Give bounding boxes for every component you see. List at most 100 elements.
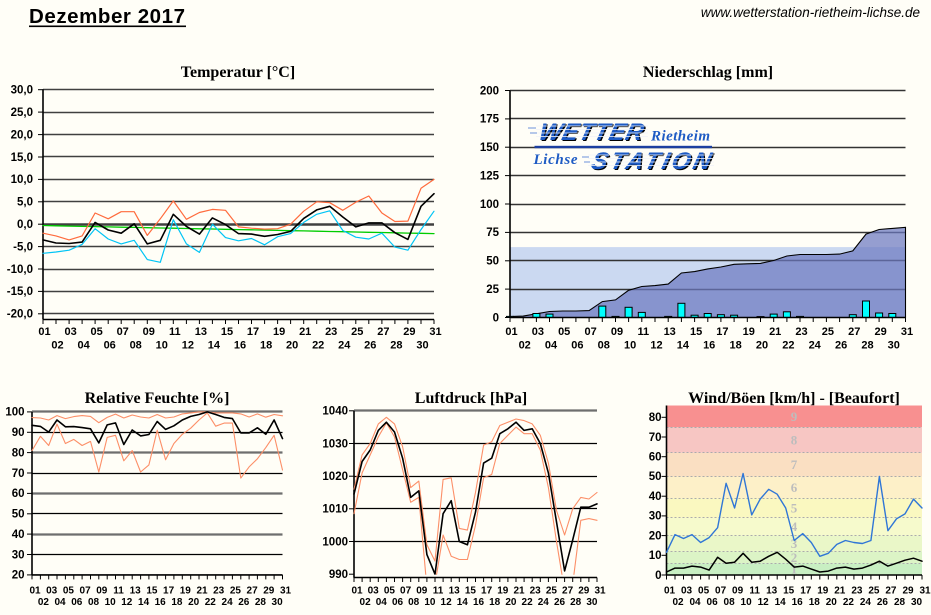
svg-text:16: 16 (234, 340, 246, 352)
svg-text:80: 80 (649, 412, 662, 424)
svg-text:25: 25 (546, 586, 558, 597)
svg-text:22: 22 (312, 340, 324, 352)
svg-text:15: 15 (783, 586, 795, 597)
svg-text:10: 10 (649, 550, 662, 562)
svg-text:27: 27 (377, 326, 389, 338)
svg-text:08: 08 (724, 597, 736, 608)
svg-text:09: 09 (143, 326, 155, 338)
svg-text:25: 25 (822, 326, 834, 338)
svg-text:27: 27 (848, 326, 860, 338)
svg-text:31: 31 (594, 586, 606, 597)
svg-text:07: 07 (584, 326, 596, 338)
svg-text:02: 02 (38, 597, 50, 608)
svg-text:07: 07 (400, 586, 412, 597)
svg-text:11: 11 (749, 586, 760, 597)
svg-text:01: 01 (505, 326, 517, 338)
svg-text:-20,0: -20,0 (7, 309, 33, 321)
svg-text:04: 04 (545, 340, 558, 352)
svg-text:30,0: 30,0 (11, 85, 33, 97)
svg-text:1040: 1040 (322, 406, 348, 418)
svg-text:20: 20 (649, 530, 662, 542)
svg-text:19: 19 (817, 586, 829, 597)
svg-text:15: 15 (221, 326, 233, 338)
svg-text:26: 26 (238, 597, 250, 608)
svg-text:15: 15 (146, 586, 158, 597)
svg-text:07: 07 (715, 586, 727, 597)
svg-text:22: 22 (522, 597, 534, 608)
svg-text:09: 09 (416, 586, 428, 597)
svg-text:10: 10 (624, 340, 636, 352)
svg-text:27: 27 (562, 586, 574, 597)
svg-text:Relative Feuchte [%]: Relative Feuchte [%] (85, 390, 230, 407)
svg-text:02: 02 (51, 340, 63, 352)
svg-text:18: 18 (260, 340, 272, 352)
svg-text:150: 150 (480, 142, 499, 154)
svg-text:23: 23 (213, 586, 225, 597)
svg-text:17: 17 (716, 326, 728, 338)
svg-text:16: 16 (703, 340, 715, 352)
svg-text:27: 27 (885, 586, 897, 597)
svg-text:22: 22 (843, 597, 855, 608)
svg-text:03: 03 (46, 586, 58, 597)
svg-text:30: 30 (649, 511, 662, 523)
svg-text:50: 50 (649, 471, 662, 483)
svg-text:08: 08 (88, 597, 100, 608)
svg-text:11: 11 (113, 586, 124, 597)
svg-text:16: 16 (155, 597, 167, 608)
svg-text:10: 10 (741, 597, 753, 608)
svg-text:21: 21 (299, 326, 311, 338)
svg-text:0: 0 (655, 570, 661, 582)
svg-text:1000: 1000 (322, 536, 348, 548)
svg-text:STATION: STATION (589, 148, 716, 175)
svg-text:12: 12 (182, 340, 194, 352)
svg-text:www.wetterstation-rietheim-lic: www.wetterstation-rietheim-lichse.de (701, 5, 920, 20)
svg-text:16: 16 (792, 597, 804, 608)
svg-text:14: 14 (775, 597, 787, 608)
svg-text:Lichse: Lichse (533, 152, 578, 168)
svg-text:2: 2 (791, 550, 798, 565)
svg-text:100: 100 (480, 199, 499, 211)
svg-text:24: 24 (538, 597, 550, 608)
svg-text:21: 21 (769, 326, 781, 338)
svg-text:20: 20 (505, 597, 517, 608)
svg-text:-5,0: -5,0 (13, 241, 33, 253)
svg-text:31: 31 (919, 586, 931, 597)
svg-text:12: 12 (650, 340, 662, 352)
svg-text:Rietheim: Rietheim (650, 129, 710, 145)
svg-text:11: 11 (637, 326, 649, 338)
svg-text:13: 13 (766, 586, 778, 597)
svg-text:29: 29 (578, 586, 590, 597)
svg-text:19: 19 (273, 326, 285, 338)
svg-text:200: 200 (480, 85, 499, 97)
svg-text:01: 01 (664, 586, 676, 597)
svg-text:23: 23 (795, 326, 807, 338)
svg-text:20,0: 20,0 (11, 129, 33, 141)
svg-text:06: 06 (392, 597, 404, 608)
svg-text:09: 09 (96, 586, 108, 597)
svg-text:14: 14 (677, 340, 690, 352)
svg-text:31: 31 (901, 326, 913, 338)
svg-text:19: 19 (180, 586, 192, 597)
svg-text:17: 17 (247, 326, 259, 338)
svg-text:01: 01 (351, 586, 363, 597)
svg-text:990: 990 (329, 569, 348, 581)
svg-text:03: 03 (532, 326, 544, 338)
svg-text:15,0: 15,0 (11, 152, 33, 164)
svg-text:31: 31 (429, 326, 441, 338)
svg-text:08: 08 (408, 597, 420, 608)
svg-text:13: 13 (664, 326, 676, 338)
svg-text:22: 22 (782, 340, 794, 352)
svg-text:18: 18 (809, 597, 821, 608)
svg-text:09: 09 (611, 326, 623, 338)
svg-text:02: 02 (360, 597, 372, 608)
svg-text:15: 15 (465, 586, 477, 597)
svg-text:21: 21 (834, 586, 846, 597)
svg-text:-10,0: -10,0 (7, 264, 33, 276)
svg-text:14: 14 (208, 340, 221, 352)
svg-text:08: 08 (598, 340, 610, 352)
svg-text:06: 06 (571, 340, 583, 352)
svg-text:40: 40 (649, 491, 662, 503)
svg-text:75: 75 (486, 227, 499, 239)
svg-text:11: 11 (169, 326, 181, 338)
svg-text:02: 02 (519, 340, 531, 352)
